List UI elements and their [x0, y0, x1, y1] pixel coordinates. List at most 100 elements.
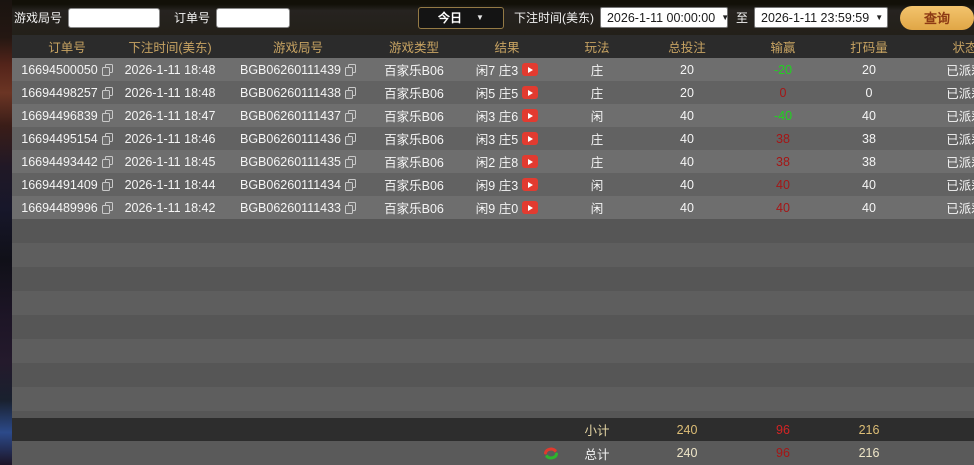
total-turnover: 216 — [858, 446, 880, 460]
copy-icon[interactable] — [101, 178, 113, 191]
turnover-cell: 38 — [862, 154, 876, 169]
copy-icon[interactable] — [345, 155, 356, 168]
total-total-bet: 240 — [676, 446, 698, 460]
copy-icon[interactable] — [345, 132, 356, 145]
result-cell: 闲3 庄5 — [475, 133, 519, 147]
status-cell: 已派彩 — [946, 133, 974, 147]
round-no-cell: BGB06260111434 — [239, 177, 341, 192]
play-replay-button[interactable] — [522, 178, 539, 191]
order-no-cell: 16694495154 — [21, 131, 98, 146]
total-row: 总计 240 96 216 — [12, 441, 974, 465]
date-range-value: 今日 — [438, 11, 463, 25]
round-no-cell: BGB06260111439 — [239, 62, 341, 77]
turnover-cell: 38 — [862, 131, 876, 146]
game-type-cell: 百家乐B06 — [384, 156, 444, 170]
col-bet-time: 下注时间(美东) — [128, 41, 212, 55]
date-range-select[interactable]: 今日 ▼ — [417, 6, 504, 29]
win-loss-cell: -40 — [773, 108, 793, 123]
play-type-cell: 闲 — [590, 202, 604, 216]
copy-icon[interactable] — [101, 86, 113, 99]
col-turnover: 打码量 — [850, 41, 888, 55]
col-game-type: 游戏类型 — [388, 41, 439, 55]
play-replay-button[interactable] — [522, 132, 539, 145]
total-label: 总计 — [584, 447, 610, 462]
play-replay-button[interactable] — [522, 201, 539, 214]
turnover-cell: 20 — [862, 62, 876, 77]
table-row[interactable]: 16694498257 2026-1-11 18:48 BGB062601114… — [12, 81, 974, 104]
copy-icon[interactable] — [345, 63, 356, 76]
bet-time-label: 下注时间(美东) — [513, 11, 594, 25]
col-win-loss: 输赢 — [770, 41, 796, 55]
query-button[interactable]: 查询 — [900, 5, 974, 30]
bet-time-cell: 2026-1-11 18:48 — [124, 85, 216, 100]
col-total-bet: 总投注 — [668, 41, 706, 55]
copy-icon[interactable] — [101, 155, 113, 168]
game-round-input[interactable] — [68, 7, 161, 28]
copy-icon[interactable] — [345, 86, 356, 99]
result-cell: 闲7 庄3 — [475, 64, 519, 78]
total-bet-cell: 40 — [680, 108, 694, 123]
status-cell: 已派彩 — [946, 110, 974, 124]
win-loss-cell: 38 — [776, 131, 790, 146]
copy-icon[interactable] — [101, 132, 113, 145]
table-row[interactable]: 16694493442 2026-1-11 18:45 BGB062601114… — [12, 150, 974, 173]
table-row[interactable]: 16694491409 2026-1-11 18:44 BGB062601114… — [12, 173, 974, 196]
turnover-cell: 40 — [862, 177, 876, 192]
order-no-cell: 16694496839 — [21, 108, 98, 123]
subtotal-total-bet: 240 — [676, 422, 698, 437]
result-cell: 闲3 庄6 — [475, 110, 519, 124]
round-no-cell: BGB06260111436 — [239, 131, 341, 146]
play-replay-button[interactable] — [522, 155, 539, 168]
order-no-cell: 16694493442 — [21, 154, 98, 169]
total-bet-cell: 40 — [680, 131, 694, 146]
col-order-no: 订单号 — [48, 41, 86, 55]
col-round-no: 游戏局号 — [272, 41, 323, 55]
table-row[interactable]: 16694489996 2026-1-11 18:42 BGB062601114… — [12, 196, 974, 219]
copy-icon[interactable] — [101, 201, 113, 214]
play-replay-button[interactable] — [522, 109, 539, 122]
game-type-cell: 百家乐B06 — [384, 87, 444, 101]
sync-refresh-icon[interactable] — [542, 446, 560, 461]
empty-rows-area — [12, 219, 974, 418]
col-play: 玩法 — [584, 41, 610, 55]
order-no-cell: 16694489996 — [21, 200, 98, 215]
copy-icon[interactable] — [101, 109, 113, 122]
result-cell: 闲9 庄0 — [475, 202, 519, 216]
table-row[interactable]: 16694500050 2026-1-11 18:48 BGB062601114… — [12, 58, 974, 81]
win-loss-cell: 38 — [776, 154, 790, 169]
table-row[interactable]: 16694495154 2026-1-11 18:46 BGB062601114… — [12, 127, 974, 150]
order-no-cell: 16694500050 — [21, 62, 98, 77]
play-replay-button[interactable] — [522, 86, 539, 99]
subtotal-row: 小计 240 96 216 — [12, 418, 974, 441]
play-type-cell: 庄 — [590, 133, 604, 147]
order-no-input[interactable] — [216, 7, 291, 28]
datetime-from-select[interactable]: 2026-1-11 00:00:00 ▼ — [599, 7, 729, 28]
round-no-cell: BGB06260111438 — [239, 85, 341, 100]
play-type-cell: 闲 — [590, 110, 604, 124]
copy-icon[interactable] — [345, 178, 356, 191]
play-type-cell: 闲 — [590, 179, 604, 193]
copy-icon[interactable] — [101, 63, 113, 76]
total-win-loss: 96 — [776, 446, 790, 460]
subtotal-label: 小计 — [584, 424, 610, 438]
game-type-cell: 百家乐B06 — [384, 110, 444, 124]
bet-time-cell: 2026-1-11 18:46 — [124, 131, 216, 146]
result-cell: 闲9 庄3 — [475, 179, 519, 193]
datetime-to-select[interactable]: 2026-1-11 23:59:59 ▼ — [754, 7, 888, 28]
total-bet-cell: 20 — [680, 85, 694, 100]
table-row[interactable]: 16694496839 2026-1-11 18:47 BGB062601114… — [12, 104, 974, 127]
status-cell: 已派彩 — [946, 179, 974, 193]
win-loss-cell: -20 — [773, 62, 793, 77]
total-bet-cell: 20 — [680, 62, 694, 77]
win-loss-cell: 0 — [779, 85, 787, 100]
win-loss-cell: 40 — [776, 200, 790, 215]
status-cell: 已派彩 — [946, 64, 974, 78]
play-replay-button[interactable] — [522, 63, 539, 76]
copy-icon[interactable] — [345, 109, 356, 122]
round-no-cell: BGB06260111433 — [239, 200, 341, 215]
turnover-cell: 0 — [865, 85, 873, 100]
game-type-cell: 百家乐B06 — [384, 202, 444, 216]
subtotal-turnover: 216 — [858, 422, 880, 437]
table-body: 16694500050 2026-1-11 18:48 BGB062601114… — [12, 58, 974, 219]
copy-icon[interactable] — [345, 201, 356, 214]
